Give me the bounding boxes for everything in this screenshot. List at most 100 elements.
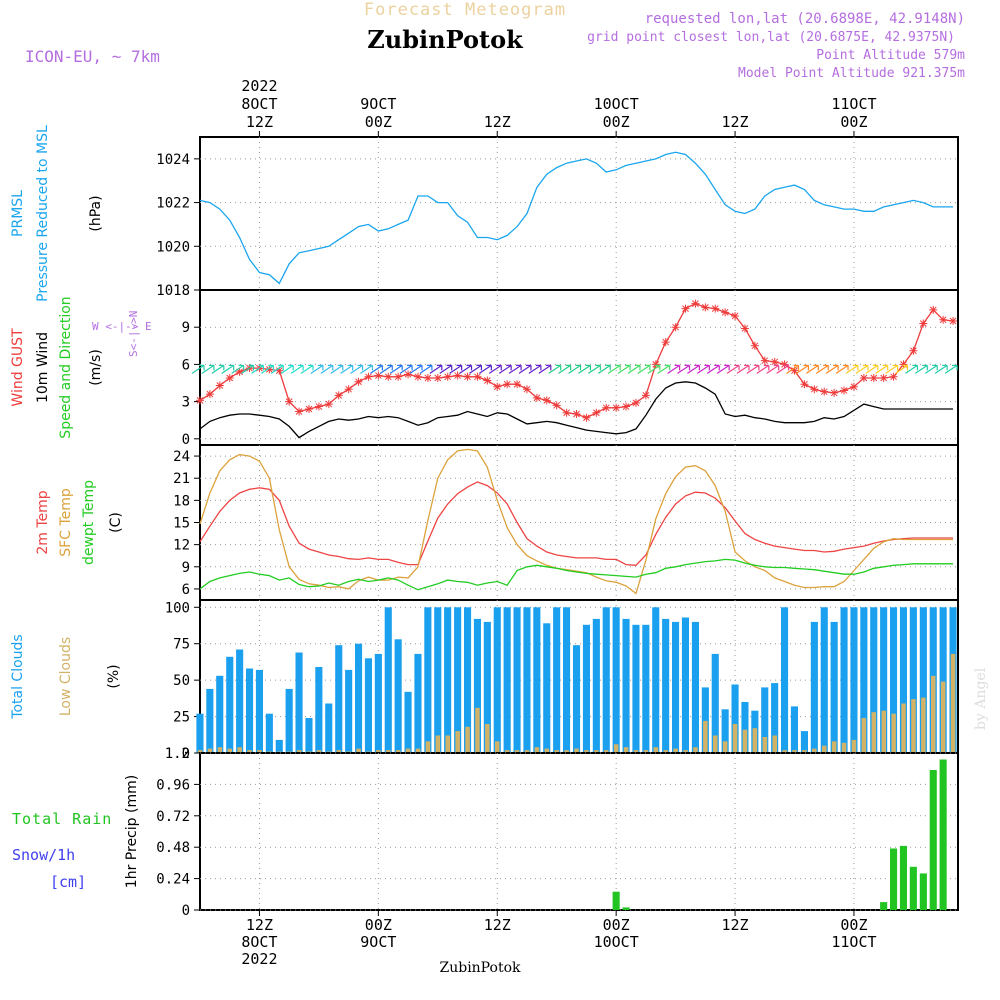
temperature-ytick-label: 21 bbox=[173, 471, 190, 487]
wind-direction-arrow bbox=[488, 364, 502, 374]
bar-total-clouds bbox=[404, 691, 412, 753]
wind-direction-arrow bbox=[548, 364, 562, 374]
point-altitude: Point Altitude 579m bbox=[816, 48, 965, 63]
bar-total-clouds bbox=[533, 607, 541, 753]
wind-direction-arrow bbox=[697, 364, 710, 374]
bar-total-clouds bbox=[424, 607, 432, 753]
wind-direction-arrow bbox=[766, 364, 780, 374]
wind-direction-arrow bbox=[746, 364, 760, 374]
bar-low-clouds bbox=[445, 735, 450, 753]
bar-total-clouds bbox=[662, 618, 670, 753]
bar-low-clouds bbox=[911, 699, 916, 753]
wind-direction-arrow bbox=[370, 364, 383, 374]
bottom-time-label: 2022 bbox=[241, 950, 277, 968]
bar-total-clouds bbox=[582, 624, 590, 753]
bar-low-clouds bbox=[376, 750, 381, 753]
bar-total-clouds bbox=[216, 675, 224, 753]
wind-direction-arrow bbox=[211, 364, 225, 374]
bar-total-clouds bbox=[295, 652, 303, 753]
bar-total-clouds bbox=[602, 607, 610, 753]
bar-low-clouds bbox=[713, 735, 718, 753]
bar-total-clouds bbox=[444, 607, 452, 753]
bar-total-clouds bbox=[236, 649, 244, 753]
gust-marker bbox=[631, 398, 640, 407]
bar-total-clouds bbox=[642, 624, 650, 753]
bar-total-clouds bbox=[196, 713, 204, 753]
bottom-time-label: 00Z bbox=[840, 916, 867, 934]
wind-direction-arrow bbox=[944, 364, 958, 374]
wind-direction-arrow bbox=[419, 364, 433, 374]
gust-marker bbox=[701, 303, 710, 312]
gust-marker bbox=[721, 308, 730, 317]
precip-ytick-label: 0.96 bbox=[156, 777, 190, 793]
precip-ytick-label: 1.2 bbox=[165, 746, 190, 762]
pressure-axis-label: Pressure Reduced to MSL bbox=[35, 125, 51, 302]
bar-total-clouds bbox=[800, 731, 808, 753]
gust-marker bbox=[820, 387, 829, 396]
gust-marker bbox=[661, 338, 670, 347]
gust-marker bbox=[384, 372, 393, 381]
bar-total-rain bbox=[939, 759, 947, 910]
bar-low-clouds bbox=[495, 741, 500, 753]
bar-total-clouds bbox=[226, 656, 234, 753]
wind-direction-arrow bbox=[835, 364, 849, 374]
bottom-time-label: 9OCT bbox=[360, 933, 396, 951]
clouds-unit: (%) bbox=[106, 664, 122, 688]
bar-total-clouds bbox=[790, 706, 798, 753]
temperature-ytick-label: 18 bbox=[173, 493, 190, 509]
temperature-ytick-label: 24 bbox=[173, 449, 190, 465]
bar-low-clouds bbox=[386, 750, 391, 753]
clouds-axis-label: Low Clouds bbox=[58, 637, 74, 716]
gust-marker bbox=[919, 319, 928, 328]
wind-direction-arrow bbox=[647, 364, 661, 374]
wind-direction-arrow bbox=[756, 364, 770, 374]
wind-direction-arrow bbox=[350, 364, 364, 374]
bar-total-clouds bbox=[860, 607, 868, 753]
bar-total-clouds bbox=[255, 669, 263, 753]
bar-total-clouds bbox=[543, 623, 551, 753]
top-time-label: 12Z bbox=[722, 113, 749, 131]
gust-marker bbox=[235, 367, 244, 376]
wind-axis-label: 10m Wind bbox=[35, 332, 51, 403]
wind-direction-arrow bbox=[320, 364, 334, 374]
bar-total-rain bbox=[929, 770, 937, 910]
bar-total-clouds bbox=[721, 709, 729, 753]
wind-direction-arrow bbox=[409, 364, 423, 374]
bar-total-clouds bbox=[345, 669, 353, 753]
wind-direction-arrow bbox=[815, 364, 829, 374]
wind-direction-arrow bbox=[934, 364, 948, 374]
bar-total-clouds bbox=[265, 713, 273, 753]
bar-total-clouds bbox=[355, 643, 363, 753]
temperature-unit: (C) bbox=[108, 512, 124, 533]
gust-marker bbox=[790, 366, 799, 375]
bar-low-clouds bbox=[564, 750, 569, 753]
wind-direction-arrow bbox=[439, 364, 453, 374]
bar-total-clouds bbox=[275, 739, 283, 753]
wind-direction-arrow bbox=[558, 364, 572, 374]
bar-total-clouds bbox=[890, 607, 898, 753]
gust-marker bbox=[225, 374, 234, 383]
wind-direction-arrow bbox=[538, 364, 552, 374]
gust-marker bbox=[909, 346, 918, 355]
bar-low-clouds bbox=[395, 750, 401, 753]
gust-marker bbox=[612, 403, 621, 412]
bar-total-rain bbox=[899, 845, 907, 910]
bar-total-clouds bbox=[592, 618, 600, 753]
gust-marker bbox=[830, 388, 839, 397]
wind-direction-arrow bbox=[637, 364, 651, 374]
bar-low-clouds bbox=[673, 748, 678, 753]
bottom-time-label: 12Z bbox=[246, 916, 273, 934]
bar-low-clouds bbox=[455, 731, 460, 753]
wind-direction-arrow bbox=[716, 364, 730, 374]
wind-direction-arrow bbox=[895, 364, 909, 374]
bar-low-clouds bbox=[703, 720, 708, 753]
wind-direction-arrow bbox=[191, 364, 205, 374]
gust-marker bbox=[602, 403, 611, 412]
bar-total-clouds bbox=[840, 607, 848, 753]
wind-direction-arrow bbox=[389, 364, 403, 374]
wind-compass-we: W <-|-> E bbox=[92, 320, 152, 333]
bar-total-clouds bbox=[632, 624, 640, 753]
wind-direction-arrow bbox=[469, 364, 483, 374]
bar-total-clouds bbox=[473, 618, 481, 753]
